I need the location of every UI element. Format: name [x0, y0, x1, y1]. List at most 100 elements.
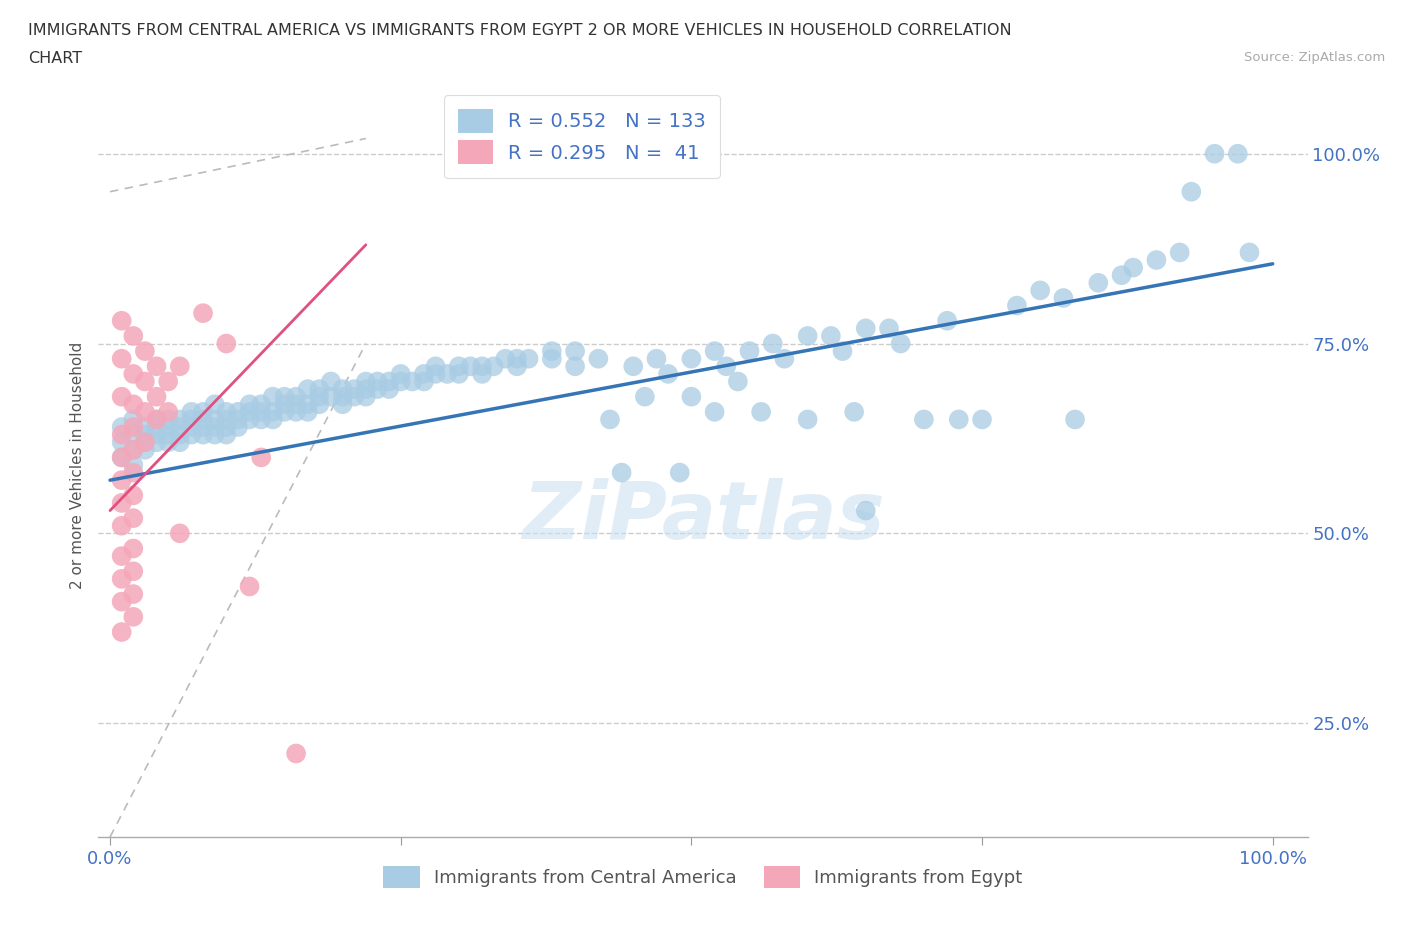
Point [111, 419, 134, 434]
Point [425, 359, 447, 374]
Point [111, 625, 134, 640]
Point [343, 381, 366, 396]
Point [122, 412, 145, 427]
Point [169, 525, 191, 540]
Point [285, 405, 308, 419]
Point [354, 390, 377, 405]
Point [378, 381, 401, 396]
Point [366, 374, 388, 389]
Point [319, 374, 342, 389]
Point [494, 352, 516, 366]
Point [239, 397, 262, 412]
Point [250, 405, 273, 419]
Point [122, 587, 145, 602]
Text: ZiPatlas: ZiPatlas [522, 478, 884, 556]
Point [145, 359, 167, 374]
Point [180, 427, 202, 442]
Point [389, 374, 412, 389]
Point [145, 427, 167, 442]
Point [122, 443, 145, 458]
Point [169, 435, 191, 450]
Point [1180, 184, 1202, 199]
Point [134, 374, 156, 389]
Point [122, 458, 145, 472]
Point [1122, 260, 1144, 275]
Point [122, 488, 145, 503]
Point [239, 579, 262, 594]
Point [145, 390, 167, 405]
Point [122, 443, 145, 458]
Point [506, 359, 529, 374]
Point [506, 352, 529, 366]
Point [1029, 283, 1052, 298]
Point [215, 405, 238, 419]
Point [540, 344, 562, 359]
Point [273, 397, 295, 412]
Point [191, 419, 214, 434]
Point [354, 381, 377, 396]
Point [226, 412, 249, 427]
Point [588, 352, 610, 366]
Y-axis label: 2 or more Vehicles in Household: 2 or more Vehicles in Household [69, 341, 84, 589]
Point [226, 419, 249, 434]
Point [1111, 268, 1133, 283]
Point [681, 390, 703, 405]
Point [703, 344, 725, 359]
Point [157, 419, 180, 434]
Point [308, 397, 330, 412]
Point [145, 419, 167, 434]
Point [273, 405, 295, 419]
Point [1168, 245, 1191, 259]
Point [297, 405, 319, 419]
Point [111, 549, 134, 564]
Point [145, 435, 167, 450]
Point [215, 427, 238, 442]
Point [111, 352, 134, 366]
Text: Source: ZipAtlas.com: Source: ZipAtlas.com [1244, 51, 1385, 64]
Point [111, 496, 134, 511]
Point [471, 366, 494, 381]
Point [436, 366, 458, 381]
Point [308, 381, 330, 396]
Point [912, 412, 935, 427]
Point [855, 321, 877, 336]
Point [657, 366, 679, 381]
Point [773, 352, 796, 366]
Point [157, 405, 180, 419]
Point [239, 405, 262, 419]
Text: IMMIGRANTS FROM CENTRAL AMERICA VS IMMIGRANTS FROM EGYPT 2 OR MORE VEHICLES IN H: IMMIGRANTS FROM CENTRAL AMERICA VS IMMIG… [28, 23, 1012, 38]
Point [157, 374, 180, 389]
Point [285, 397, 308, 412]
Point [610, 465, 633, 480]
Point [285, 746, 308, 761]
Text: CHART: CHART [28, 51, 82, 66]
Point [668, 465, 690, 480]
Point [645, 352, 668, 366]
Point [1087, 275, 1109, 290]
Point [332, 390, 354, 405]
Point [215, 419, 238, 434]
Point [413, 374, 436, 389]
Point [134, 427, 156, 442]
Point [250, 397, 273, 412]
Point [180, 412, 202, 427]
Point [447, 359, 470, 374]
Point [262, 412, 284, 427]
Point [157, 435, 180, 450]
Point [855, 503, 877, 518]
Point [343, 390, 366, 405]
Point [877, 321, 900, 336]
Point [378, 374, 401, 389]
Point [145, 412, 167, 427]
Point [634, 390, 657, 405]
Point [191, 306, 214, 321]
Point [482, 359, 505, 374]
Point [727, 374, 749, 389]
Point [308, 390, 330, 405]
Point [204, 419, 226, 434]
Point [796, 412, 818, 427]
Point [1064, 412, 1087, 427]
Point [111, 313, 134, 328]
Point [738, 344, 761, 359]
Point [250, 450, 273, 465]
